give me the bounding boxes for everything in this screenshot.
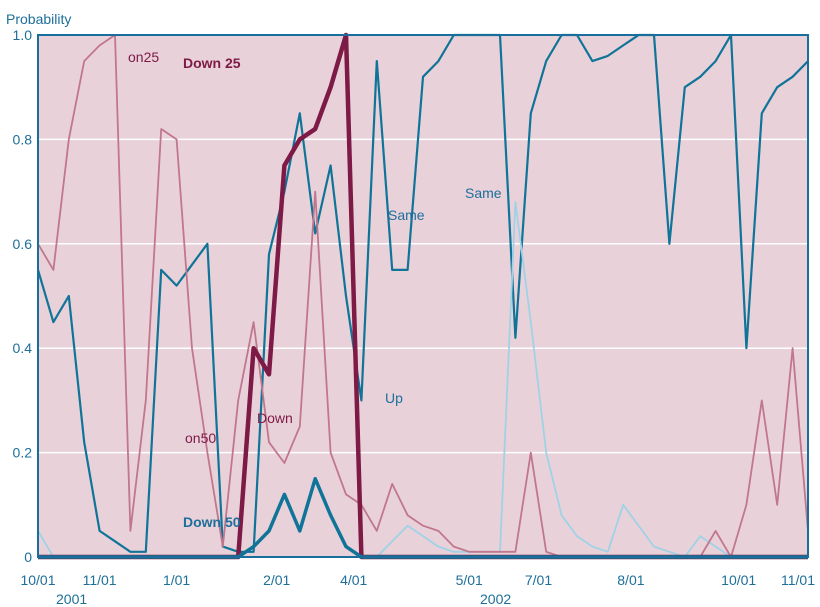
x-tick-label: 10/01 [721,572,756,588]
annotation-same-small: Same [388,207,425,223]
plot-frame [37,34,809,558]
x-tick-label: 10/01 [20,572,55,588]
series-line-same [36,33,809,553]
annotation-on25: on25 [128,49,159,65]
x-tick-label: 11/01 [781,572,815,588]
plot-background [38,35,808,557]
year-label-2002: 2002 [480,591,511,607]
annotation-on50: on50 [185,430,216,446]
x-tick-label: 4/01 [340,572,367,588]
y-tick-label: 0.2 [13,445,33,461]
y-tick-label: 0.6 [13,236,33,252]
x-tick-label: 8/01 [617,572,644,588]
annotation-up: Up [385,390,403,406]
y-axis-title: Probability [6,11,71,27]
x-tick-label: 11/01 [83,572,117,588]
x-tick-label: 7/01 [525,572,552,588]
year-label-2001: 2001 [56,591,87,607]
annotation-down: Down [257,410,293,426]
y-tick-label: 0.8 [13,131,33,147]
annotation-same: Same [465,185,502,201]
x-tick-label: 2/01 [263,572,290,588]
annotation-down-25: Down 25 [183,55,241,71]
x-tick-label: 5/01 [456,572,483,588]
x-tick-labels: 10/01 11/01 1/01 2/01 4/01 5/01 7/01 8/01 10/01 1… [20,572,815,588]
x-tick-label: 1/01 [163,572,190,588]
y-tick-label: 0.4 [13,340,33,356]
y-tick-label: 0 [24,549,32,565]
annotation-down-50: Down 50 [183,514,241,530]
y-tick-labels: 0 0.2 0.4 0.6 0.8 1.0 [13,27,33,565]
y-tick-label: 1.0 [13,27,33,43]
